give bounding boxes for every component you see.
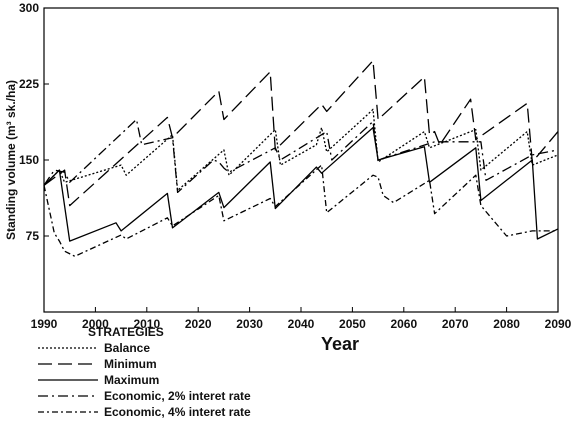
x-tick-label: 2030 — [236, 317, 263, 331]
series-line-economic-2-interet-rate — [43, 118, 559, 194]
legend-label-economic-2-interet-rate: Economic, 2% interet rate — [104, 389, 251, 403]
x-tick-label: 2070 — [442, 317, 469, 331]
y-tick-label: 150 — [19, 153, 39, 167]
x-tick-label: 2020 — [185, 317, 212, 331]
x-tick-label: 1990 — [31, 317, 58, 331]
y-axis-title: Standing volume (m³ sk./ha) — [4, 80, 18, 240]
y-tick-label: 225 — [19, 77, 39, 91]
legend-label-maximum: Maximum — [104, 373, 159, 387]
x-tick-label: 2040 — [288, 317, 315, 331]
x-tick-label: 2060 — [390, 317, 417, 331]
legend-label-minimum: Minimum — [104, 357, 157, 371]
legend-label-balance: Balance — [104, 341, 150, 355]
series-line-balance — [43, 108, 559, 192]
x-tick-label: 2000 — [82, 317, 109, 331]
y-tick-label: 300 — [19, 1, 39, 15]
x-axis-title: Year — [321, 334, 359, 354]
series-line-economic-4-interet-rate — [43, 164, 558, 257]
series-line-minimum — [43, 60, 559, 207]
x-tick-label: 2090 — [545, 317, 572, 331]
x-ticks: 1990 2000 2010 2020 2030 2040 2050 2060 2070 2080… — [31, 307, 572, 331]
x-tick-label: 2050 — [339, 317, 366, 331]
x-tick-label: 2080 — [493, 317, 520, 331]
series-group — [43, 60, 559, 257]
y-tick-label: 75 — [26, 229, 40, 243]
legend-label-economic-4-interet-rate: Economic, 4% interet rate — [104, 405, 251, 419]
legend: Balance Minimum Maximum Economic, 2% intere… — [38, 341, 251, 419]
legend-title: STRATEGIES — [88, 325, 164, 339]
y-ticks: 75 150 225 300 — [19, 1, 49, 243]
x-tick-label: 2010 — [133, 317, 160, 331]
